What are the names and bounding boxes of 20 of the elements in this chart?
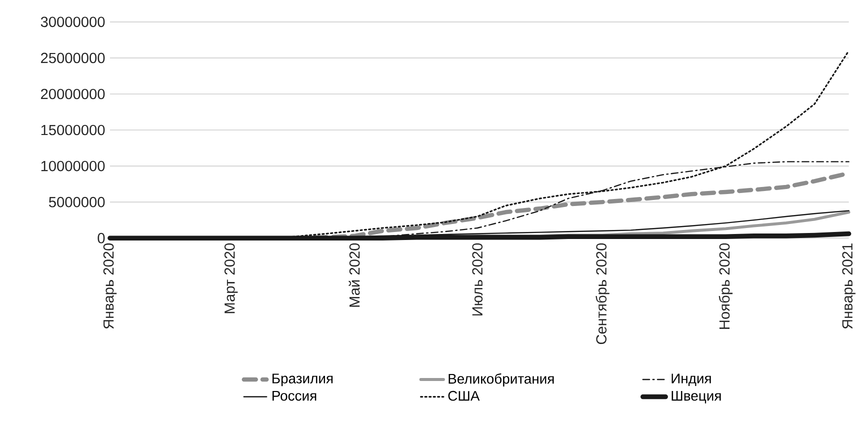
legend-label: Швеция	[672, 391, 721, 404]
legend-label: Индия	[672, 374, 711, 386]
y-tick-label: 30000000	[40, 16, 105, 28]
y-tick-label: 25000000	[41, 52, 105, 64]
x-tick-label: Март 2020	[224, 243, 238, 314]
x-tick-label: Январь 2020	[103, 243, 117, 329]
x-tick-label: Июль 2020	[472, 243, 483, 316]
legend-label: Россия	[272, 391, 316, 401]
legend-label: Бразилия	[272, 374, 333, 386]
legend-label: Великобритания	[448, 373, 554, 387]
x-tick-label: Май 2020	[348, 243, 360, 307]
y-tick-label: 10000000	[41, 160, 105, 172]
x-tick-label: Ноябрь 2020	[718, 243, 733, 329]
legend-label: США	[448, 390, 480, 401]
x-tick-label: Сентябрь 2020	[596, 243, 610, 344]
y-tick-label: 15000000	[41, 124, 105, 136]
y-tick-label: 0	[98, 232, 105, 244]
y-tick-label: 5000000	[48, 196, 105, 208]
x-tick-label: Январь 2021	[842, 244, 856, 329]
y-tick-label: 20000000	[41, 88, 105, 100]
